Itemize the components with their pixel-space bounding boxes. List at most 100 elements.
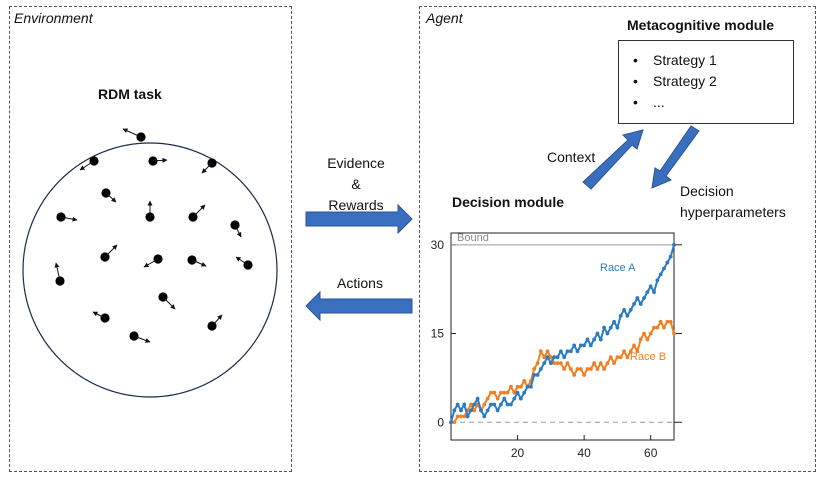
data-point [449,420,453,425]
agent-panel [419,6,816,472]
data-point [492,390,497,395]
data-point [578,343,583,348]
data-point [615,355,620,360]
data-point [668,254,673,259]
moving-dot [201,158,217,174]
data-point [625,355,630,360]
data-point [618,355,623,360]
data-point [518,396,523,401]
data-point [532,367,537,371]
data-point [665,319,670,324]
data-point [528,384,533,389]
bullet-icon: • [633,52,638,68]
data-point [505,390,510,395]
data-point [552,355,557,360]
data-point [588,367,593,371]
data-point [632,302,636,306]
data-point [538,349,543,354]
moving-dot [188,204,206,222]
data-point [658,319,663,324]
data-point [459,408,463,413]
strategy-list: • Strategy 1 • Strategy 2 •... [631,50,717,113]
data-point [662,266,666,271]
data-point [658,272,663,277]
data-point [598,337,603,342]
data-point [455,414,460,419]
data-point [485,408,490,413]
moving-dot [79,156,99,171]
environment-title: Environment [14,10,93,26]
data-point [572,373,577,377]
data-point [635,296,640,300]
data-point [502,396,507,401]
data-point [622,307,626,312]
data-point [618,313,623,318]
environment-panel [9,6,292,472]
data-point [642,331,646,336]
data-point [572,343,577,348]
moving-dot [100,244,118,262]
data-point [632,343,636,348]
strategy-item: •... [631,92,717,113]
data-point [515,390,520,395]
data-point [469,408,473,413]
data-point [565,361,570,366]
data-point [475,396,480,401]
x-tick-label: 40 [577,446,591,460]
data-point [582,373,587,377]
data-point [459,414,463,419]
data-point [472,402,477,407]
bound-label: Bound [457,232,489,244]
data-point [655,278,660,283]
y-tick-label: 0 [437,415,444,429]
data-point [518,384,523,389]
data-point [522,378,527,383]
data-point [465,414,470,419]
moving-dot [145,200,155,222]
data-point [522,390,527,395]
data-point [455,402,460,407]
data-point [602,325,607,330]
x-tick-label: 20 [511,446,525,460]
moving-dot [56,212,78,222]
data-point [628,307,633,312]
data-point [652,290,656,295]
data-point [548,361,553,366]
data-point [585,337,590,342]
data-point [495,396,500,401]
data-point [515,384,520,389]
data-point [469,402,473,407]
data-point [538,367,543,371]
race-a-label: Race A [600,262,636,274]
metacognitive-module-box: • Strategy 1 • Strategy 2 •... [618,40,794,124]
data-point [558,361,563,366]
bullet-icon: • [633,73,638,89]
series-race-a [449,242,676,425]
decision-module-title: Decision module [452,194,565,210]
data-point [462,414,467,419]
agent-title: Agent [426,10,463,26]
data-point [509,384,513,389]
data-point [499,402,503,407]
data-point [499,390,503,395]
data-point [545,355,550,360]
data-point [645,290,650,295]
series-line [451,319,675,424]
data-point [582,343,587,348]
data-point [602,367,607,371]
data-point [452,420,457,425]
moving-dot [101,188,117,203]
data-point [608,325,613,330]
data-point [595,367,600,371]
data-point [592,337,597,342]
data-point [672,331,676,336]
data-point [492,402,497,407]
data-point [479,408,483,413]
data-point [482,402,487,407]
rdm-task-title: RDM task [98,86,162,102]
data-point [542,361,547,366]
moving-dot [92,311,110,323]
data-point [595,331,600,336]
